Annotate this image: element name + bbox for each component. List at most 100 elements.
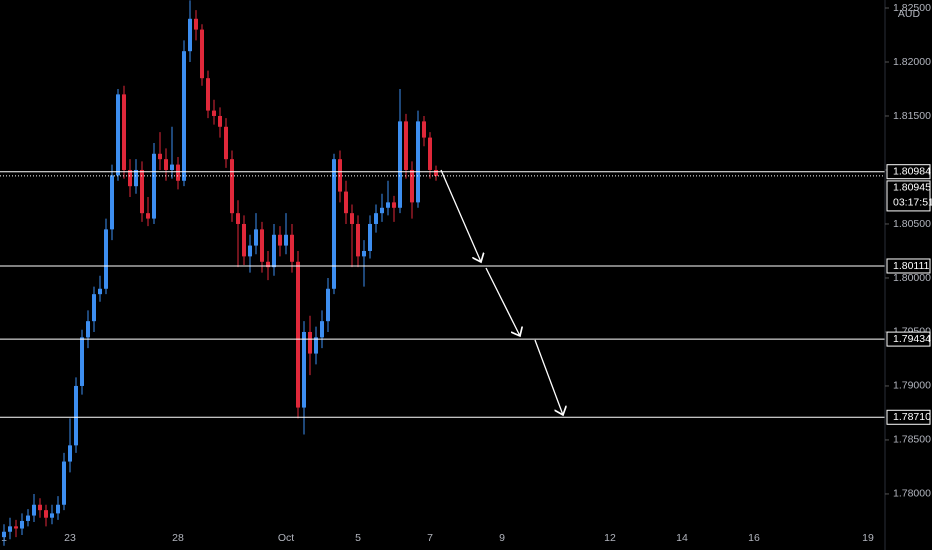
candle-body [140,169,144,214]
x-tick-label: 12 [604,532,616,544]
candle-body [14,526,18,529]
y-tick-label: 1.78500 [893,434,931,446]
candle-body [278,234,282,246]
candle-body [254,229,258,246]
x-tick-label: 7 [427,532,433,544]
level-label: 1.78710 [893,411,931,423]
last-price-label: 1.80945 [893,182,931,194]
x-tick-label: 28 [172,532,184,544]
candle-body [38,504,42,511]
candle-body [182,51,186,181]
candle-body [260,229,264,262]
level-label: 1.79434 [893,333,931,345]
candle-body [320,321,324,338]
y-tick-label: 1.82000 [893,56,931,68]
candle-body [230,159,234,214]
candle-body [32,504,36,516]
candle-body [26,515,30,521]
axis-labels: 1.780001.785001.790001.795001.800001.805… [885,2,932,500]
last-price-box [886,180,931,212]
y-tick-label: 1.80500 [893,218,931,230]
candle-body [416,121,420,203]
candle-body [224,126,228,160]
y-tick-label: 1.82500 [893,2,931,14]
candle-body [236,213,240,224]
candle-body [428,137,432,170]
arrow [485,267,520,336]
candle-body [188,18,192,52]
candle-body [122,94,126,170]
x-tick-label: 14 [676,532,688,544]
candle-body [272,234,276,268]
candle-body [218,115,222,127]
candle-body [380,207,384,214]
y-tick-label: 1.81500 [893,110,931,122]
candle-body [158,153,162,160]
candle-body [80,337,84,386]
candle-body [368,223,372,251]
candle-body [116,94,120,176]
candle-body [176,164,180,181]
y-tick-label: 1.80000 [893,272,931,284]
x-tick-label: 5 [355,532,361,544]
candle-body [86,321,90,338]
candle-body [74,385,78,446]
candle-body [98,288,102,295]
y-tick-label: 1.78000 [893,488,931,500]
candle-body [212,110,216,116]
arrow [534,339,563,415]
candle-body [332,159,336,289]
candle-body [92,294,96,322]
candle-body [434,169,438,176]
candle-body [410,169,414,203]
candle-body [422,121,426,138]
candle-body [344,191,348,214]
candle-body [350,213,354,224]
price-axis [885,0,932,550]
candle-body [248,245,252,257]
level-label: 1.80984 [893,165,931,177]
x-tick-label: Oct [278,532,294,544]
candle-body [314,337,318,354]
level-label-box [886,331,931,347]
candle-body [374,213,378,224]
candle-body [170,164,174,170]
x-tick-label: 19 [862,532,874,544]
candle-body [386,202,390,208]
candle-body [44,510,48,518]
candle-body [56,504,60,514]
x-tick-label: 9 [499,532,505,544]
candle-body [110,175,114,230]
candle-body [308,331,312,354]
candle-body [128,169,132,187]
arrow [440,169,481,262]
plot: 12328Oct57912141619 [0,0,885,546]
countdown-label: 03:17:51 [893,197,932,209]
candle-body [398,121,402,208]
candle-body [134,169,138,187]
candle-body [362,250,366,257]
candle-body [206,78,210,111]
candle-body [68,445,72,462]
currency-label: AUD [898,8,921,20]
level-label: 1.80111 [893,260,930,272]
x-tick-label: 23 [64,532,76,544]
candle-body [194,18,198,30]
candle-body [356,223,360,257]
candle-body [266,261,270,268]
candle-body [2,531,6,538]
candle-body [302,331,306,408]
y-tick-label: 1.79000 [893,380,931,392]
candle-body [164,159,168,170]
candle-body [50,513,54,518]
candle-body [146,213,150,219]
candle-body [200,29,204,79]
candle-body [152,153,156,219]
candle-body [290,234,294,262]
x-tick-label: 16 [748,532,760,544]
candle-body [326,288,330,322]
candle-body [284,234,288,246]
